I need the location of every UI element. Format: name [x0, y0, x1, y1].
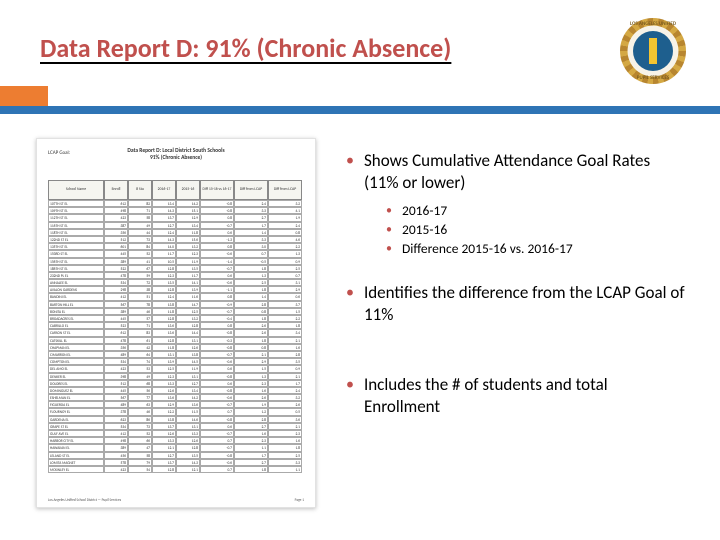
bullet-icon: • — [346, 150, 354, 194]
accent-bar-orange — [0, 86, 48, 106]
sub-bullet-item: • Difference 2015-16 vs. 2016-17 — [386, 240, 686, 258]
table-row: GARDENA EL6238613.814.6-0.82.83.6 — [48, 416, 304, 423]
bullet-icon: • — [386, 221, 392, 239]
table-row: AVALON GARDENS2983812.813.9-1.11.82.9 — [48, 286, 304, 293]
bullet-icon: • — [386, 240, 392, 258]
bullet-icon: • — [346, 282, 354, 326]
table-row: GULF AVE EL4125212.613.3-0.71.62.3 — [48, 430, 304, 437]
table-row: HAWAIIAN EL3894712.112.8-0.71.11.8 — [48, 444, 304, 451]
table-row: ESHELMAN EL5677713.614.2-0.62.63.2 — [48, 394, 304, 401]
table-row: DEL AMO EL4235312.511.90.61.50.9 — [48, 365, 304, 372]
description-panel: •Shows Cumulative Attendance Goal Rates … — [340, 130, 720, 508]
sub-bullet-item: • 2015-16 — [386, 221, 686, 239]
bullet-text: Includes the # of students and total Enr… — [364, 374, 686, 418]
table-row: DOLORES EL5126813.312.70.62.31.7 — [48, 380, 304, 387]
table-header-cell: 2015-16 — [176, 180, 200, 200]
table-row: 232ND PL EL4785912.311.70.61.30.7 — [48, 272, 304, 279]
table-row: CARSON ST EL6128313.614.4-0.82.63.4 — [48, 329, 304, 336]
bullet-icon: • — [346, 374, 354, 418]
table-row: BONITA EL3894611.812.5-0.70.81.5 — [48, 308, 304, 315]
table-row: 153RD ST EL4455211.712.3-0.60.71.3 — [48, 250, 304, 257]
bullet-icon: • — [386, 202, 392, 220]
sub-bullet-item: • 2016-17 — [386, 202, 686, 220]
table-row: GRAPE ST EL5347313.713.10.62.72.1 — [48, 423, 304, 430]
table-row: HARBOR CITY EL4986613.312.60.72.31.6 — [48, 437, 304, 444]
table-header-cell: Enroll — [104, 180, 128, 200]
table-header-cell: Diff from LCAP — [268, 180, 302, 200]
table-row: ANNALEE EL5347213.514.1-0.62.53.1 — [48, 279, 304, 286]
table-row: 135TH ST EL6018414.013.20.83.02.2 — [48, 243, 304, 250]
bullet-text: Shows Cumulative Attendance Goal Rates (… — [364, 150, 686, 194]
table-row: CIMARRON EL4896413.113.8-0.72.12.8 — [48, 351, 304, 358]
table-row: FIGUEROA EL4896312.913.6-0.71.92.6 — [48, 401, 304, 408]
table-header-cell: # Stu — [128, 180, 152, 200]
table-row: CHAPMAN EL3564211.812.6-0.80.81.6 — [48, 344, 304, 351]
table-row: 118TH ST EL3564412.411.80.61.40.8 — [48, 229, 304, 236]
report-thumbnail: LCAP Goal: Data Report D: Local District… — [36, 138, 316, 508]
table-row: BARTON HILL EL5677813.814.7-0.92.83.7 — [48, 301, 304, 308]
accent-bar-blue — [0, 106, 720, 114]
table-header-cell: Diff from LCAP — [234, 180, 268, 200]
table-row: 107TH ST EL6128213.414.2-0.82.43.2 — [48, 200, 304, 207]
table-row: MCKINLEY EL4235412.812.10.71.81.1 — [48, 466, 304, 473]
table-row: FLOURNOY EL3784612.211.50.71.20.5 — [48, 408, 304, 415]
bullet-text: Identifies the difference from the LCAP … — [364, 282, 686, 326]
table-row: DENKER EL3984912.313.1-0.81.32.1 — [48, 373, 304, 380]
table-row: CATSKILL EL4786112.813.1-0.31.82.1 — [48, 337, 304, 344]
report-table: School NameEnroll# Stu2016-172015-16Diff… — [48, 180, 304, 490]
table-row: 186TH ST EL5226712.813.5-0.71.82.5 — [48, 265, 304, 272]
table-row: 156TH ST EL3894110.511.9-1.4-0.50.9 — [48, 258, 304, 265]
sub-bullet-text: 2015-16 — [402, 221, 447, 239]
table-row: LELAND ST EL4565812.713.5-0.81.72.5 — [48, 452, 304, 459]
district-logo: LOS ANGELES UNIFIED PUPIL SERVICES — [620, 18, 686, 84]
table-row: 122ND ST EL5127314.315.6-1.33.34.6 — [48, 236, 304, 243]
page-title: Data Report D: 91% (Chronic Absence) — [40, 32, 680, 64]
table-header-cell: School Name — [48, 180, 104, 200]
table-row: LOMITA MAGNET5787913.714.3-0.62.73.3 — [48, 459, 304, 466]
bullet-item: •Shows Cumulative Attendance Goal Rates … — [346, 150, 686, 194]
table-row: 112TH ST EL4235813.712.90.82.71.9 — [48, 214, 304, 221]
table-row: BANDINI EL4125112.411.60.81.40.6 — [48, 293, 304, 300]
bullet-item: •Identifies the difference from the LCAP… — [346, 282, 686, 326]
table-row: CABRILLO EL5237113.612.80.82.61.8 — [48, 322, 304, 329]
table-row: 109TH ST EL4987114.315.1-0.83.34.1 — [48, 207, 304, 214]
table-row: BROADACRES EL4455712.813.2-0.41.82.2 — [48, 315, 304, 322]
table-row: 116TH ST EL3874912.713.4-0.71.72.4 — [48, 222, 304, 229]
table-row: COMPTON EL5347413.914.5-0.62.93.5 — [48, 358, 304, 365]
table-header-cell: Diff 15-16 vs 16-17 — [200, 180, 234, 200]
table-header-cell: 2016-17 — [152, 180, 176, 200]
table-row: DOMINGUEZ EL4455612.613.4-0.81.62.4 — [48, 387, 304, 394]
sub-bullet-text: Difference 2015-16 vs. 2016-17 — [402, 240, 573, 258]
bullet-item: •Includes the # of students and total En… — [346, 374, 686, 418]
sub-bullet-text: 2016-17 — [402, 202, 447, 220]
